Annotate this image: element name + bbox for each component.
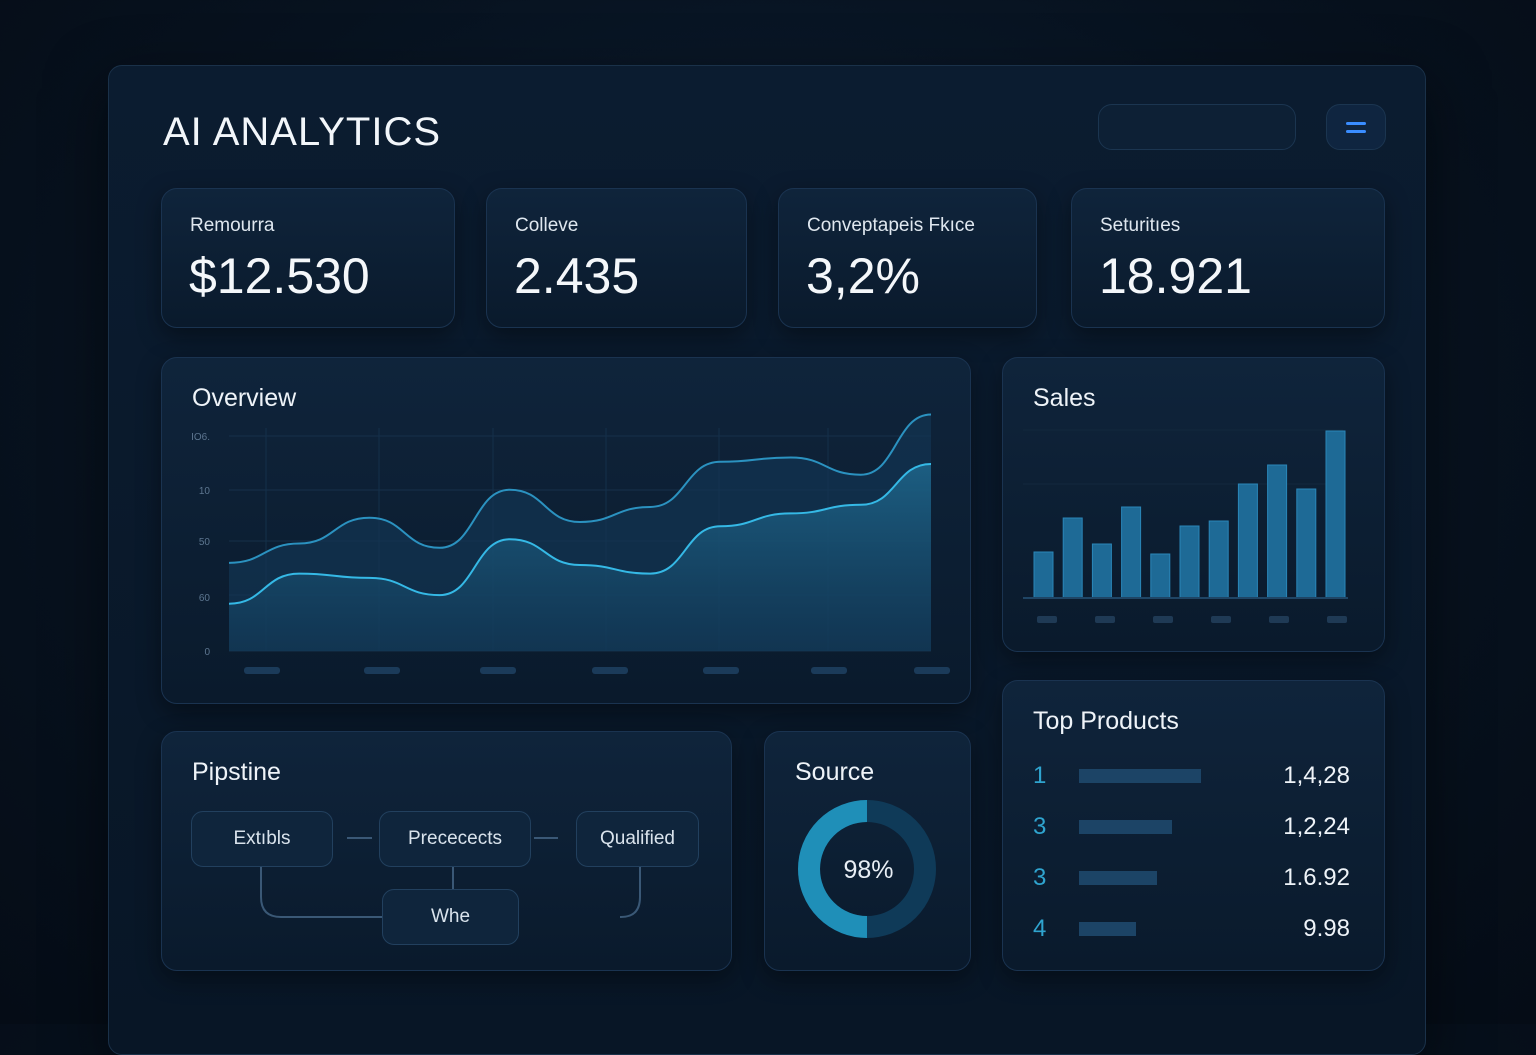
page-title: AI ANALYTICS bbox=[163, 110, 442, 154]
top-products-card: Top Products 1 1,4,28 3 1,2,24 3 1.6.92 4 9.98 bbox=[1002, 680, 1385, 971]
overview-title: Overview bbox=[192, 384, 297, 412]
x-tick-label bbox=[1269, 616, 1289, 623]
kpi-card-securities[interactable]: Seturitıes 18.921 bbox=[1071, 188, 1385, 328]
search-input[interactable] bbox=[1098, 104, 1296, 150]
bar bbox=[1179, 525, 1200, 599]
product-value: 1,2,24 bbox=[1283, 813, 1350, 840]
sales-chart bbox=[1023, 429, 1348, 623]
series-line bbox=[228, 462, 932, 605]
x-tick-label bbox=[1095, 616, 1115, 623]
product-value: 1.6.92 bbox=[1283, 864, 1350, 891]
hamburger-icon bbox=[1346, 121, 1366, 133]
y-tick-label: IO6. bbox=[191, 432, 210, 443]
kpi-card-conversion[interactable]: Conveptapeis Fkıce 3,2% bbox=[778, 188, 1037, 328]
y-tick-label: 50 bbox=[199, 537, 211, 548]
x-tick-label bbox=[1153, 616, 1173, 623]
product-bar bbox=[1079, 922, 1137, 936]
kpi-value: $12.530 bbox=[189, 248, 370, 304]
source-value: 98% bbox=[843, 856, 894, 884]
top-products-title: Top Products bbox=[1033, 707, 1179, 735]
source-card: Source 98% bbox=[764, 731, 971, 971]
product-rank: 4 bbox=[1033, 915, 1047, 942]
bar bbox=[1121, 506, 1142, 599]
bar bbox=[1033, 551, 1054, 599]
source-title: Source bbox=[795, 758, 875, 786]
menu-button[interactable] bbox=[1326, 104, 1386, 150]
product-row[interactable]: 3 1.6.92 bbox=[1033, 863, 1350, 893]
x-tick-label bbox=[703, 667, 739, 674]
product-rank: 3 bbox=[1033, 813, 1047, 840]
x-tick-label bbox=[1037, 616, 1057, 623]
bar bbox=[1062, 517, 1083, 599]
pipeline-node[interactable]: Whe bbox=[382, 889, 519, 945]
product-row[interactable]: 4 9.98 bbox=[1033, 914, 1350, 944]
series-area bbox=[229, 463, 931, 651]
overview-card: Overview 0 60 50 10 IO6. bbox=[161, 357, 971, 704]
x-tick-label bbox=[480, 667, 516, 674]
kpi-label: Colleve bbox=[515, 215, 579, 236]
product-value: 1,4,28 bbox=[1283, 762, 1350, 789]
x-tick-label bbox=[1327, 616, 1347, 623]
pipeline-connectors bbox=[260, 837, 641, 918]
x-tick-label bbox=[244, 667, 280, 674]
kpi-label: Remourra bbox=[190, 215, 275, 236]
pipeline-card: Pipstine Extıbls Prececects Qualified Wh… bbox=[161, 731, 732, 971]
product-bar bbox=[1079, 871, 1158, 885]
kpi-card-revenue[interactable]: Remourra $12.530 bbox=[161, 188, 455, 328]
bar bbox=[1208, 520, 1229, 599]
pipeline-node[interactable]: Prececects bbox=[379, 811, 531, 867]
kpi-card-colleve[interactable]: Colleve 2.435 bbox=[486, 188, 747, 328]
product-rank: 3 bbox=[1033, 864, 1047, 891]
x-tick-label bbox=[592, 667, 628, 674]
bar bbox=[1267, 464, 1288, 599]
kpi-value: 2.435 bbox=[514, 248, 640, 304]
bar bbox=[1325, 430, 1346, 599]
sales-title: Sales bbox=[1033, 384, 1096, 412]
kpi-label: Seturitıes bbox=[1100, 215, 1181, 236]
bar bbox=[1150, 553, 1171, 599]
series-line bbox=[228, 413, 932, 564]
product-row[interactable]: 1 1,4,28 bbox=[1033, 761, 1350, 791]
x-tick-label bbox=[1211, 616, 1231, 623]
pipeline-node[interactable]: Qualified bbox=[576, 811, 699, 867]
y-tick-label: 0 bbox=[204, 647, 210, 658]
kpi-value: 18.921 bbox=[1099, 248, 1252, 304]
sales-card: Sales bbox=[1002, 357, 1385, 652]
kpi-label: Conveptapeis Fkıce bbox=[807, 215, 975, 236]
product-bar bbox=[1079, 820, 1172, 834]
donut-fill bbox=[798, 800, 868, 938]
bar bbox=[1237, 483, 1258, 599]
product-bar bbox=[1079, 769, 1201, 783]
product-value: 9.98 bbox=[1303, 915, 1350, 942]
bar bbox=[1296, 488, 1317, 599]
kpi-value: 3,2% bbox=[806, 248, 920, 304]
pipeline-title: Pipstine bbox=[192, 758, 281, 786]
source-donut bbox=[798, 800, 936, 938]
x-tick-label bbox=[914, 667, 950, 674]
product-row[interactable]: 3 1,2,24 bbox=[1033, 812, 1350, 842]
pipeline-node[interactable]: Extıbls bbox=[191, 811, 333, 867]
x-tick-label bbox=[364, 667, 400, 674]
y-tick-label: 60 bbox=[199, 593, 211, 604]
product-rank: 1 bbox=[1033, 762, 1047, 789]
bar bbox=[1091, 543, 1112, 599]
overview-chart: 0 60 50 10 IO6. bbox=[191, 413, 950, 674]
y-tick-label: 10 bbox=[199, 486, 211, 497]
x-tick-label bbox=[811, 667, 847, 674]
